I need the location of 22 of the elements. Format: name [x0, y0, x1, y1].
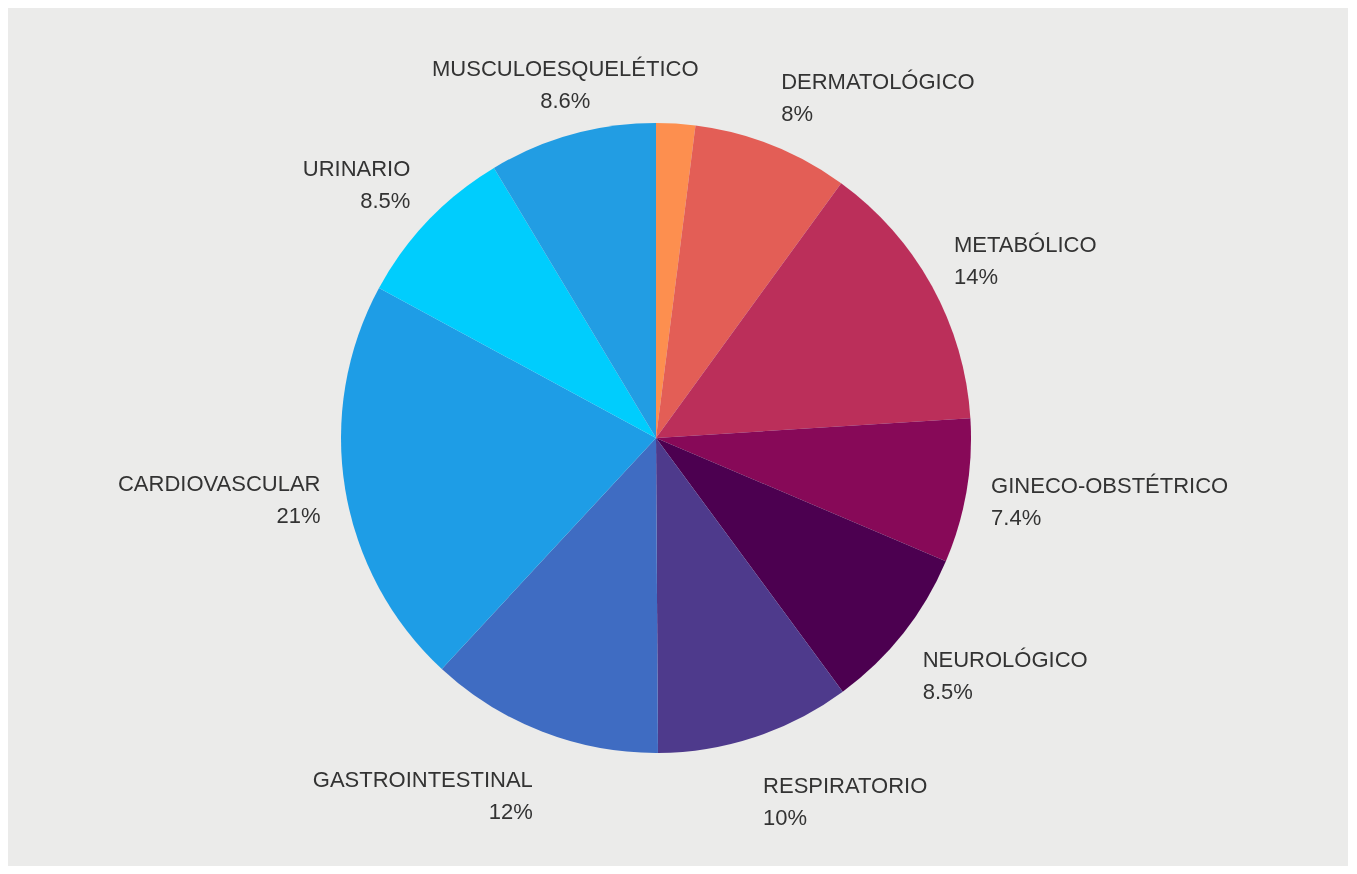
slice-label: METABÓLICO [953, 232, 1097, 258]
data-label: 8.5% [922, 678, 973, 704]
slice-label: CARDIOVASCULAR [118, 470, 321, 496]
data-label: 21% [276, 502, 321, 528]
slice-label: GASTROINTESTINAL [312, 766, 533, 792]
data-label: 7.4% [991, 505, 1042, 530]
pie-slice [656, 125, 842, 438]
pie-slice [441, 438, 658, 753]
pie-slice [656, 438, 843, 753]
slice-label: NEUROLÓGICO [922, 646, 1088, 672]
pie-slice [656, 418, 971, 562]
slice-label: MUSCULOESQUELÉTICO [432, 56, 699, 82]
data-label: 12% [488, 798, 533, 824]
data-label: 8% [781, 100, 813, 126]
data-label: 10% [763, 805, 808, 831]
data-label: 8.5% [360, 187, 411, 213]
slice-label: RESPIRATORIO [763, 773, 928, 799]
slice-label: URINARIO [302, 155, 411, 181]
slice-label: GINECO-OBSTÉTRICO [991, 473, 1229, 498]
data-label: 14% [953, 264, 998, 290]
data-label: 8.6% [540, 88, 591, 114]
slice-label: DERMATOLÓGICO [781, 68, 975, 94]
